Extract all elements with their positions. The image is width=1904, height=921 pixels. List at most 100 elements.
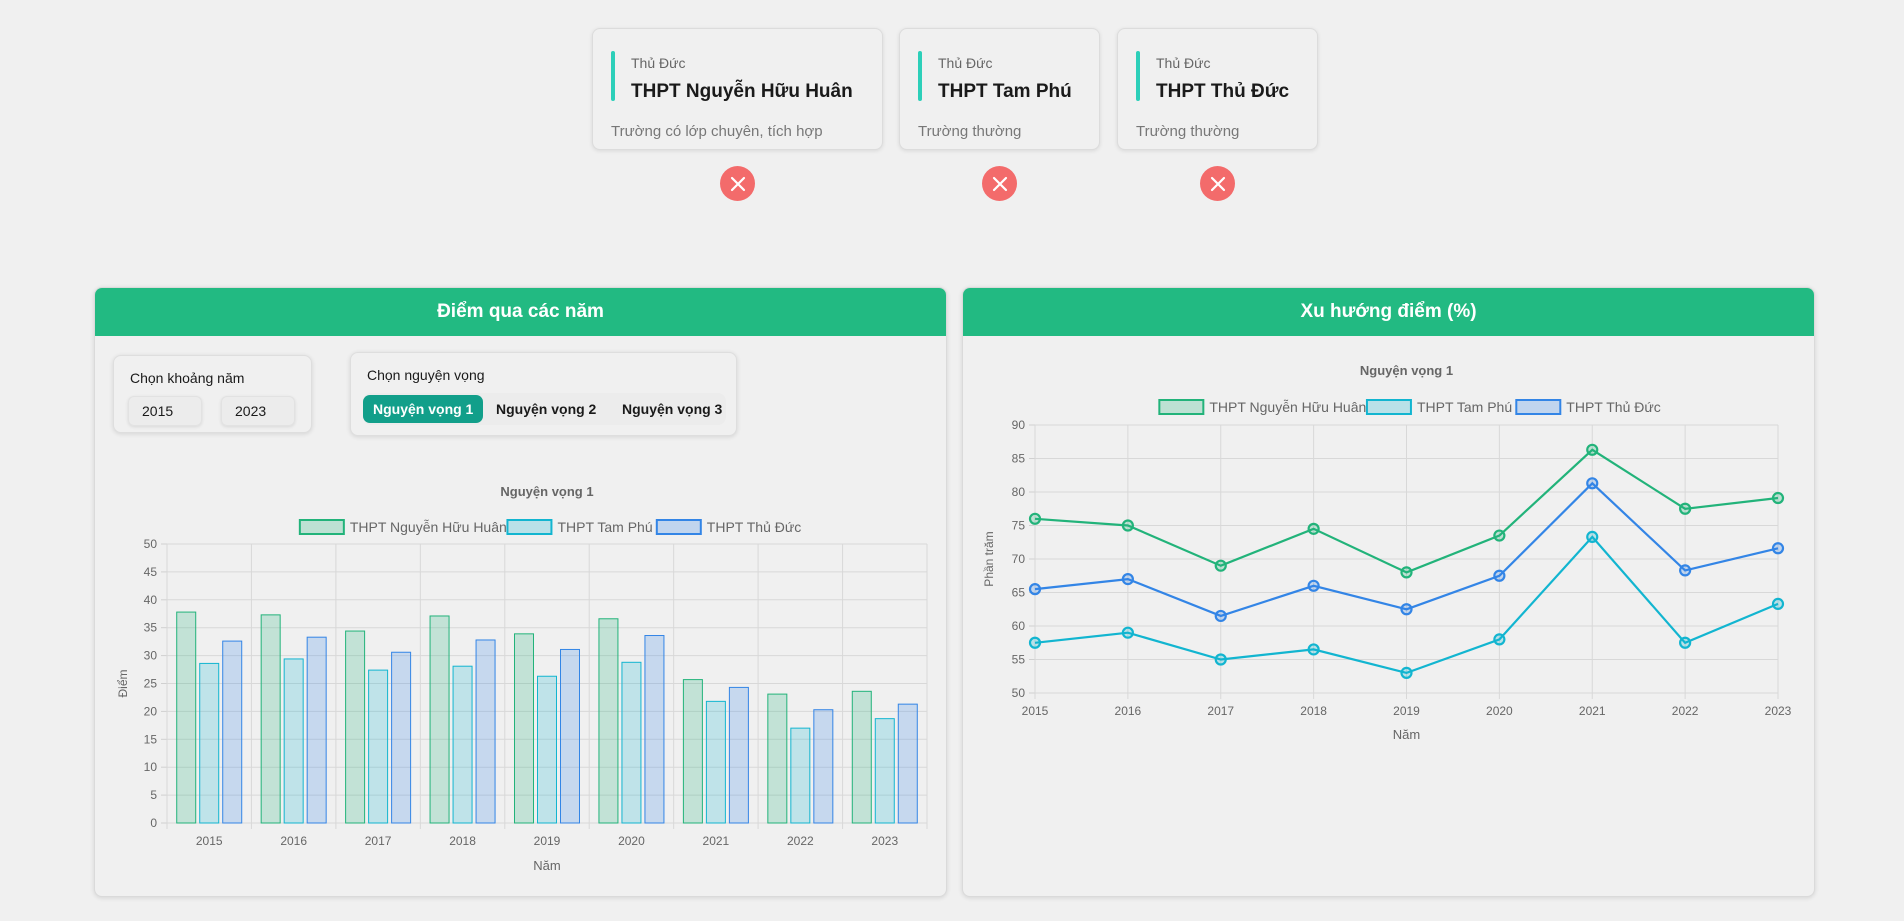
data-point <box>1028 512 1042 525</box>
bar <box>851 690 872 824</box>
school-card: Thủ Đức THPT Tam Phú Trường thường <box>899 28 1100 150</box>
remove-school-button[interactable] <box>720 166 755 201</box>
data-point <box>1400 666 1413 679</box>
data-point <box>1771 542 1785 555</box>
data-point <box>1214 559 1227 572</box>
bar <box>767 693 788 824</box>
bar <box>391 651 412 824</box>
wish-tab-3[interactable]: Nguyện vọng 3 <box>622 401 723 417</box>
data-point <box>1307 522 1320 535</box>
wish-tab-2[interactable]: Nguyện vọng 2 <box>496 401 597 417</box>
bar <box>260 614 281 824</box>
y-tick-label: 80 <box>1012 485 1026 499</box>
wish-tabs: Nguyện vọng 1 Nguyện vọng 2 Nguyện vọng … <box>363 393 726 425</box>
bar <box>429 615 450 824</box>
x-tick-label: 2019 <box>1393 704 1420 718</box>
x-axis-title: Năm <box>1393 727 1420 742</box>
data-point <box>1493 569 1506 582</box>
school-district: Thủ Đức <box>631 55 686 71</box>
card-accent-bar <box>1136 51 1140 101</box>
legend-label: THPT Nguyễn Hữu Huân <box>350 519 507 535</box>
bar <box>283 658 304 824</box>
year-range-box: Chọn khoảng năm 2015 2023 <box>113 355 312 433</box>
wish-select-box: Chọn nguyện vọng Nguyện vọng 1 Nguyện vọ… <box>350 352 737 436</box>
y-tick-label: 70 <box>1012 552 1026 566</box>
y-tick-label: 55 <box>1012 653 1026 667</box>
bar <box>874 718 895 824</box>
wish-tab-1[interactable]: Nguyện vọng 1 <box>363 395 484 423</box>
data-point <box>1586 530 1599 543</box>
legend-label: THPT Thủ Đức <box>1566 399 1660 415</box>
data-point <box>1121 519 1134 532</box>
bar <box>790 727 811 824</box>
bar <box>897 703 918 824</box>
data-point <box>1028 636 1042 649</box>
x-tick-label: 2022 <box>787 834 814 848</box>
year-from-input[interactable]: 2015 <box>128 396 202 426</box>
line-chart: Nguyện vọng 1 THPT Nguyễn Hữu Huân THPT Ta… <box>982 363 1792 742</box>
y-axis-title: Điểm <box>116 669 130 697</box>
legend-swatch <box>1158 399 1205 415</box>
data-point <box>1307 579 1320 592</box>
bar <box>537 675 557 824</box>
data-point <box>1400 603 1413 616</box>
trend-panel: Xu hướng điểm (%) Nguyện vọng 1 THPT Nguy… <box>962 287 1815 897</box>
legend-label: THPT Nguyễn Hữu Huân <box>1209 399 1366 415</box>
y-tick-label: 0 <box>150 816 157 830</box>
remove-school-button[interactable] <box>1200 166 1235 201</box>
bar <box>199 662 220 824</box>
school-district: Thủ Đức <box>1156 55 1211 71</box>
legend-swatch <box>655 519 702 535</box>
x-tick-label: 2017 <box>1207 704 1234 718</box>
x-tick-label: 2023 <box>1765 704 1792 718</box>
y-tick-label: 10 <box>144 760 158 774</box>
y-tick-label: 30 <box>144 649 158 663</box>
bar <box>176 611 197 824</box>
data-point <box>1679 502 1692 515</box>
y-tick-label: 85 <box>1012 452 1026 466</box>
legend-label: THPT Tam Phú <box>557 519 652 535</box>
series-line <box>1034 448 1779 574</box>
year-to-input[interactable]: 2023 <box>221 396 295 426</box>
x-tick-label: 2015 <box>1022 704 1049 718</box>
remove-school-button[interactable] <box>982 166 1017 201</box>
x-tick-label: 2015 <box>196 834 223 848</box>
chart-title: Nguyện vọng 1 <box>1360 363 1453 378</box>
close-icon <box>730 176 745 191</box>
x-tick-label: 2017 <box>365 834 392 848</box>
wish-select-label: Chọn nguyện vọng <box>367 367 485 383</box>
bar <box>560 648 580 824</box>
school-card: Thủ Đức THPT Nguyễn Hữu Huân Trường có l… <box>592 28 883 150</box>
legend-swatch <box>298 519 345 535</box>
series-line <box>1034 535 1779 675</box>
y-axis-title: Phần trăm <box>982 531 996 586</box>
legend-label: THPT Thủ Đức <box>707 519 801 535</box>
y-tick-label: 25 <box>144 677 158 691</box>
y-tick-label: 20 <box>144 704 158 718</box>
data-point <box>1679 564 1692 577</box>
bar <box>621 661 642 824</box>
school-type: Trường có lớp chuyên, tích hợp <box>611 123 823 140</box>
data-point <box>1679 636 1692 649</box>
data-point <box>1028 583 1042 596</box>
data-point <box>1214 653 1227 666</box>
bar <box>598 618 619 824</box>
bar-chart: Nguyện vọng 1 THPT Nguyễn Hữu Huân THPT Ta… <box>116 484 928 873</box>
school-district: Thủ Đức <box>938 55 993 71</box>
bar <box>813 709 834 824</box>
bar <box>514 633 534 824</box>
legend-swatch <box>506 519 553 535</box>
data-point <box>1121 573 1134 586</box>
card-accent-bar <box>918 51 922 101</box>
panel-title: Xu hướng điểm (%) <box>963 288 1814 336</box>
school-name: THPT Tam Phú <box>938 81 1072 102</box>
x-tick-label: 2022 <box>1672 704 1699 718</box>
data-point <box>1586 443 1599 456</box>
y-tick-label: 35 <box>144 621 158 635</box>
legend-label: THPT Tam Phú <box>1417 399 1512 415</box>
y-tick-label: 50 <box>1012 686 1026 700</box>
data-point <box>1121 626 1134 639</box>
scores-panel: Điểm qua các năm Chọn khoảng năm 2015 20… <box>94 287 947 897</box>
bar <box>306 636 327 824</box>
bar <box>705 700 726 824</box>
